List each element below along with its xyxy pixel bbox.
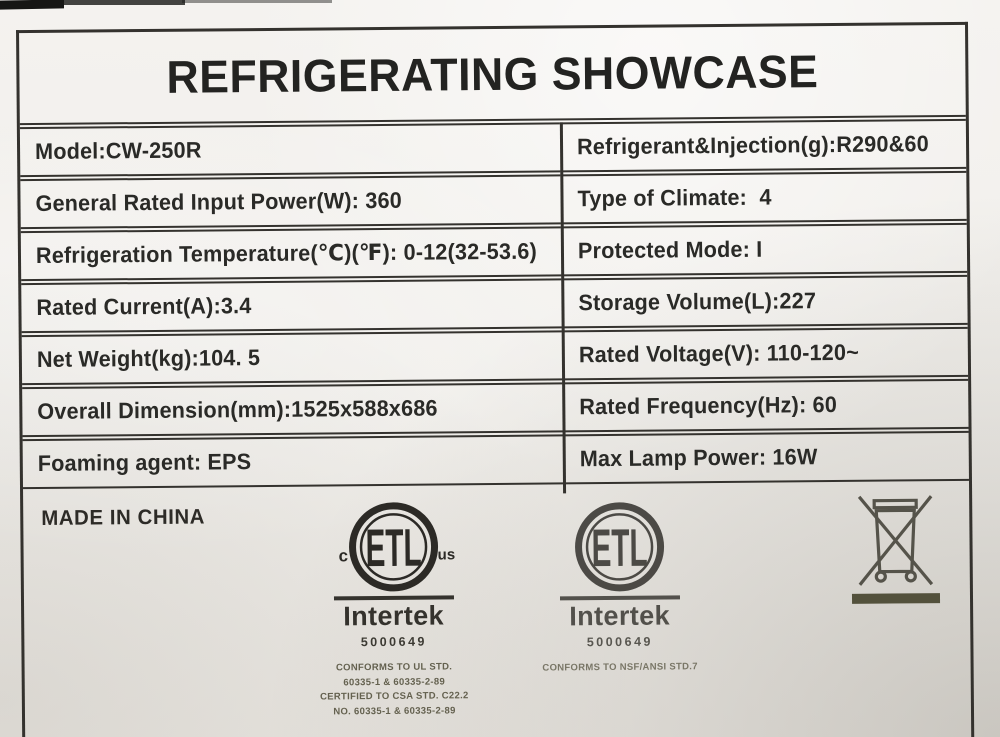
photo-artifact: [0, 0, 64, 10]
conformance-text: CONFORMS TO UL STD. 60335-1 & 60335-2-89…: [277, 660, 513, 721]
spec-text: Foaming agent: EPS: [37, 449, 252, 476]
spec-cell-refrigeration-temp: Refrigeration Temperature(℃)(℉): 0-12(32…: [20, 226, 562, 282]
spec-text: Net Weight(kg):104. 5: [36, 345, 261, 372]
spec-cell-rated-voltage: Rated Voltage(V): 110-120~: [561, 326, 969, 381]
crossed-out-wheelie-bin-icon: [851, 495, 941, 604]
spec-text: Refrigeration Temperature(℃)(℉): 0-12(32…: [35, 238, 538, 268]
etl-us-mark: us: [437, 546, 455, 563]
spec-cell-foaming-agent: Foaming agent: EPS: [22, 434, 564, 490]
spec-cell-model: Model:CW-250R: [19, 122, 561, 178]
etl-sanitation-icon: ETL: [574, 502, 664, 592]
spec-text: Max Lamp Power: 16W: [579, 444, 818, 472]
etl-listed-icon: ETL c us: [338, 502, 455, 592]
spec-text: Type of Climate: 4: [577, 184, 772, 212]
intertek-wordmark: Intertek: [343, 600, 445, 632]
conformance-line: CONFORMS TO NSF/ANSI STD.7: [542, 661, 698, 674]
spec-cell-net-weight: Net Weight(kg):104. 5: [21, 330, 563, 386]
page-title: REFRIGERATING SHOWCASE: [166, 45, 819, 103]
made-in-china-label: MADE IN CHINA: [41, 505, 206, 530]
spec-cell-protected-mode: Protected Mode: I: [560, 222, 968, 277]
spec-cell-climate-type: Type of Climate: 4: [560, 170, 967, 225]
spec-cell-storage-volume: Storage Volume(L):227: [561, 274, 968, 329]
spec-cell-refrigerant: Refrigerant&Injection(g):R290&60: [559, 118, 967, 173]
spec-text: General Rated Input Power(W): 360: [35, 187, 403, 216]
spec-cell-rated-current: Rated Current(A):3.4: [21, 278, 562, 334]
photo-artifact: [182, 0, 332, 3]
spec-cell-overall-dimension: Overall Dimension(mm):1525x588x686: [22, 382, 563, 438]
label-title-row: REFRIGERATING SHOWCASE: [19, 24, 966, 126]
spec-text: Overall Dimension(mm):1525x588x686: [37, 395, 438, 424]
conformance-line: NO. 60335-1 & 60335-2-89: [333, 705, 456, 718]
spec-text: Rated Frequency(Hz): 60: [579, 392, 838, 420]
etl-listing-number: 5000649: [586, 634, 654, 650]
spec-text: Model:CW-250R: [34, 137, 202, 164]
etl-us-mark-block: ETL c us Intertek 5000649 CONFORMS TO UL…: [275, 495, 512, 721]
spec-cell-rated-frequency: Rated Frequency(Hz): 60: [562, 378, 969, 433]
spec-text: Rated Current(A):3.4: [36, 293, 252, 320]
spec-text: Storage Volume(L):227: [578, 288, 817, 316]
spec-table: Model:CW-250R Refrigerant&Injection(g):R…: [19, 118, 969, 490]
weee-symbol-block: [845, 489, 946, 613]
etl-letters: ETL: [591, 519, 648, 578]
etl-letters: ETL: [365, 519, 422, 578]
spec-text: Rated Voltage(V): 110-120~: [578, 339, 860, 368]
weee-bar: [851, 593, 941, 604]
spec-label: REFRIGERATING SHOWCASE Model:CW-250R Ref…: [16, 21, 975, 737]
etl-listing-number: 5000649: [360, 634, 428, 650]
intertek-wordmark: Intertek: [569, 600, 671, 632]
etl-sanitation-mark-block: ETL Intertek 5000649 CONFORMS TO NSF/ANS…: [501, 495, 738, 677]
etl-c-mark: c: [338, 546, 348, 565]
spec-cell-input-power: General Rated Input Power(W): 360: [20, 174, 561, 230]
spec-cell-max-lamp-power: Max Lamp Power: 16W: [562, 430, 969, 485]
spec-text: Refrigerant&Injection(g):R290&60: [576, 131, 929, 160]
spec-text: Protected Mode: I: [577, 236, 763, 264]
conformance-text: CONFORMS TO NSF/ANSI STD.7: [503, 660, 738, 677]
photo-artifact: [60, 0, 185, 5]
